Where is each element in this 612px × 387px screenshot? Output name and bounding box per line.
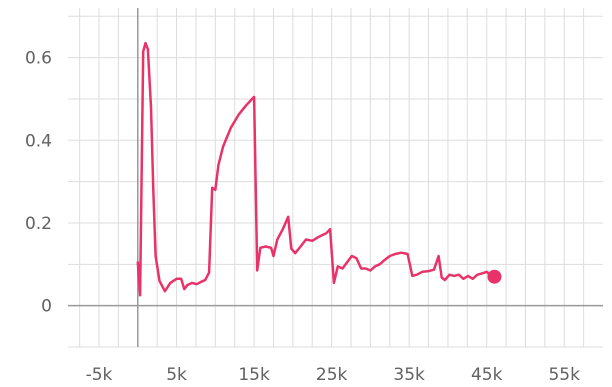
y-tick-label: 0.2 xyxy=(25,214,52,234)
series-layer xyxy=(136,41,502,297)
y-tick-label: 0 xyxy=(41,297,52,317)
x-tick-label: 55k xyxy=(548,365,580,385)
tick-labels: -5k 5k 15k 25k 35k 45k 55k 0 0.2 0.4 0.6 xyxy=(25,49,580,385)
x-tick-label: -5k xyxy=(86,365,113,385)
x-tick-label: 45k xyxy=(471,365,503,385)
y-tick-label: 0.6 xyxy=(25,49,52,69)
zero-axes xyxy=(68,8,603,347)
y-tick-label: 0.4 xyxy=(25,131,52,151)
last-point-marker xyxy=(487,269,502,284)
x-tick-label: 15k xyxy=(238,365,270,385)
x-tick-label: 25k xyxy=(316,365,348,385)
grid xyxy=(68,8,603,348)
x-tick-label: 35k xyxy=(393,365,425,385)
x-tick-label: 5k xyxy=(166,365,187,385)
series-line xyxy=(136,41,496,297)
